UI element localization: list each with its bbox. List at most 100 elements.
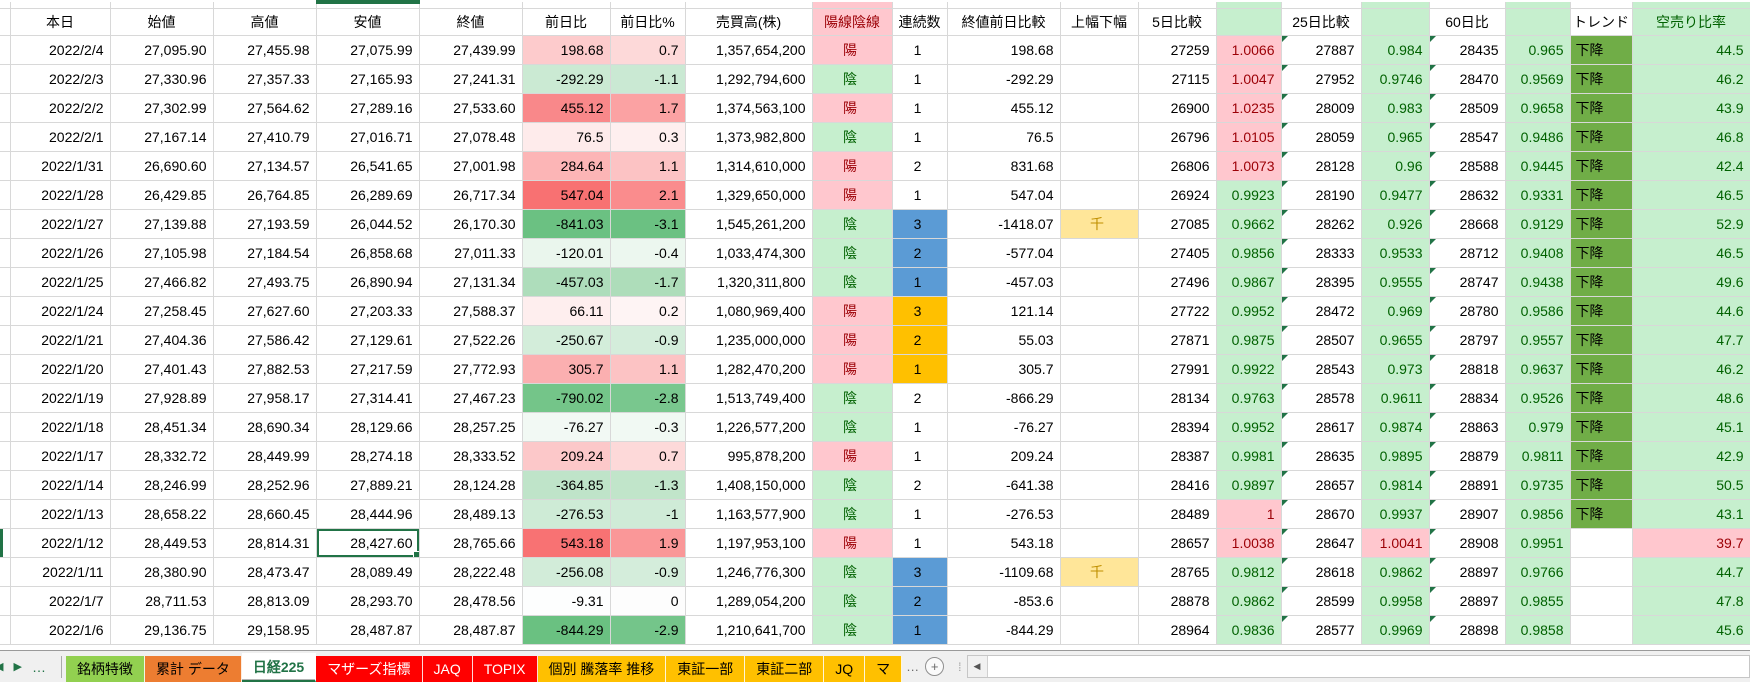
cell-candle[interactable]: 陰 xyxy=(812,412,893,442)
cell-vol[interactable]: 1,357,654,200 xyxy=(685,35,813,65)
cell-low[interactable]: 26,541.65 xyxy=(316,151,420,181)
cell-trend[interactable]: 下降 xyxy=(1570,441,1633,471)
cell-vol[interactable]: 1,246,776,300 xyxy=(685,557,813,587)
cell-d25[interactable]: 28647 xyxy=(1281,528,1362,558)
cell-high[interactable]: 28,449.99 xyxy=(213,441,317,471)
cell-flag[interactable] xyxy=(1060,296,1139,326)
cell-d60r[interactable]: 0.9856 xyxy=(1505,499,1571,529)
row-strip[interactable] xyxy=(0,180,11,210)
cell-low[interactable]: 28,444.96 xyxy=(316,499,420,529)
row-strip[interactable] xyxy=(0,383,11,413)
header-d60[interactable]: 60日比 xyxy=(1429,8,1506,36)
cell-chg[interactable]: 198.68 xyxy=(522,35,611,65)
cell-high[interactable]: 27,410.79 xyxy=(213,122,317,152)
cell-date[interactable]: 2022/1/11 xyxy=(10,557,111,587)
header-trend[interactable]: トレンド xyxy=(1570,8,1633,36)
cell-d60[interactable]: 28891 xyxy=(1429,470,1506,500)
cell-closeCmp[interactable]: 198.68 xyxy=(947,35,1061,65)
cell-d5r[interactable]: 1.0073 xyxy=(1216,151,1282,181)
row-strip[interactable] xyxy=(0,354,11,384)
cell-close[interactable]: 27,001.98 xyxy=(419,151,523,181)
cell-close[interactable]: 27,522.26 xyxy=(419,325,523,355)
cell-date[interactable]: 2022/1/24 xyxy=(10,296,111,326)
cell-streak[interactable]: 1 xyxy=(892,499,948,529)
cell-closeCmp[interactable]: -641.38 xyxy=(947,470,1061,500)
row-strip[interactable] xyxy=(0,238,11,268)
cell-chgPct[interactable]: 2.1 xyxy=(610,180,686,210)
cell-d5r[interactable]: 0.9862 xyxy=(1216,586,1282,616)
cell-d25r[interactable]: 0.969 xyxy=(1361,296,1430,326)
cell-close[interactable]: 27,772.93 xyxy=(419,354,523,384)
cell-close[interactable]: 27,533.60 xyxy=(419,93,523,123)
cell-d5[interactable]: 26806 xyxy=(1138,151,1217,181)
cell-short[interactable]: 48.6 xyxy=(1632,383,1750,413)
cell-short[interactable]: 42.4 xyxy=(1632,151,1750,181)
cell-d5r[interactable]: 0.9856 xyxy=(1216,238,1282,268)
cell-trend[interactable]: 下降 xyxy=(1570,383,1633,413)
cell-streak[interactable]: 1 xyxy=(892,93,948,123)
cell-d25r[interactable]: 0.9533 xyxy=(1361,238,1430,268)
cell-high[interactable]: 28,473.47 xyxy=(213,557,317,587)
cell-d5[interactable]: 27722 xyxy=(1138,296,1217,326)
scrollbar-track[interactable] xyxy=(987,656,1749,677)
cell-chgPct[interactable]: -2.8 xyxy=(610,383,686,413)
cell-d60[interactable]: 28897 xyxy=(1429,557,1506,587)
cell-d25r[interactable]: 0.9958 xyxy=(1361,586,1430,616)
cell-high[interactable]: 28,660.45 xyxy=(213,499,317,529)
cell-open[interactable]: 27,139.88 xyxy=(110,209,214,239)
cell-d5[interactable]: 27115 xyxy=(1138,64,1217,94)
cell-d60r[interactable]: 0.9486 xyxy=(1505,122,1571,152)
cell-d5[interactable]: 26900 xyxy=(1138,93,1217,123)
cell-trend[interactable]: 下降 xyxy=(1570,93,1633,123)
row-strip[interactable] xyxy=(0,35,11,65)
cell-low[interactable]: 28,427.60 xyxy=(316,528,420,558)
scrollbar-left-arrow-icon[interactable]: ◀ xyxy=(967,656,988,677)
cell-d60[interactable]: 28879 xyxy=(1429,441,1506,471)
cell-trend[interactable]: 下降 xyxy=(1570,64,1633,94)
cell-d25r[interactable]: 0.9969 xyxy=(1361,615,1430,645)
cell-d5r[interactable]: 1.0066 xyxy=(1216,35,1282,65)
cell-d25[interactable]: 28670 xyxy=(1281,499,1362,529)
sheet-tab-10[interactable]: JQ xyxy=(824,656,866,682)
cell-d60[interactable]: 28547 xyxy=(1429,122,1506,152)
horizontal-scrollbar[interactable]: ◀ xyxy=(966,655,1750,678)
cell-date[interactable]: 2022/1/19 xyxy=(10,383,111,413)
cell-d5r[interactable]: 0.9922 xyxy=(1216,354,1282,384)
cell-low[interactable]: 27,217.59 xyxy=(316,354,420,384)
cell-high[interactable]: 28,813.09 xyxy=(213,586,317,616)
cell-high[interactable]: 26,764.85 xyxy=(213,180,317,210)
cell-d25r[interactable]: 0.9937 xyxy=(1361,499,1430,529)
cell-d5r[interactable]: 1.0047 xyxy=(1216,64,1282,94)
cell-closeCmp[interactable]: -866.29 xyxy=(947,383,1061,413)
cell-d60[interactable]: 28668 xyxy=(1429,209,1506,239)
cell-d25r[interactable]: 0.926 xyxy=(1361,209,1430,239)
row-strip[interactable] xyxy=(0,122,11,152)
cell-trend[interactable] xyxy=(1570,557,1633,587)
cell-chg[interactable]: -841.03 xyxy=(522,209,611,239)
cell-d5[interactable]: 26924 xyxy=(1138,180,1217,210)
header-high[interactable]: 高値 xyxy=(213,8,317,36)
cell-flag[interactable] xyxy=(1060,238,1139,268)
cell-trend[interactable]: 下降 xyxy=(1570,412,1633,442)
cell-date[interactable]: 2022/2/1 xyxy=(10,122,111,152)
cell-d60r[interactable]: 0.965 xyxy=(1505,35,1571,65)
cell-low[interactable]: 26,289.69 xyxy=(316,180,420,210)
cell-chg[interactable]: -76.27 xyxy=(522,412,611,442)
cell-d25[interactable]: 27887 xyxy=(1281,35,1362,65)
cell-high[interactable]: 27,882.53 xyxy=(213,354,317,384)
cell-flag[interactable] xyxy=(1060,615,1139,645)
cell-date[interactable]: 2022/1/26 xyxy=(10,238,111,268)
cell-d25[interactable]: 27952 xyxy=(1281,64,1362,94)
cell-d60[interactable]: 28509 xyxy=(1429,93,1506,123)
add-sheet-button[interactable]: + xyxy=(925,657,945,676)
cell-streak[interactable]: 1 xyxy=(892,615,948,645)
row-strip[interactable] xyxy=(0,296,11,326)
tabs-scroll-left-icon[interactable]: ◀ xyxy=(0,660,3,673)
cell-flag[interactable]: 千 xyxy=(1060,557,1139,587)
header-d25[interactable]: 25日比較 xyxy=(1281,8,1362,36)
row-strip[interactable] xyxy=(0,615,11,645)
cell-open[interactable]: 27,330.96 xyxy=(110,64,214,94)
cell-chgPct[interactable]: 0 xyxy=(610,586,686,616)
cell-date[interactable]: 2022/1/31 xyxy=(10,151,111,181)
cell-flag[interactable] xyxy=(1060,35,1139,65)
